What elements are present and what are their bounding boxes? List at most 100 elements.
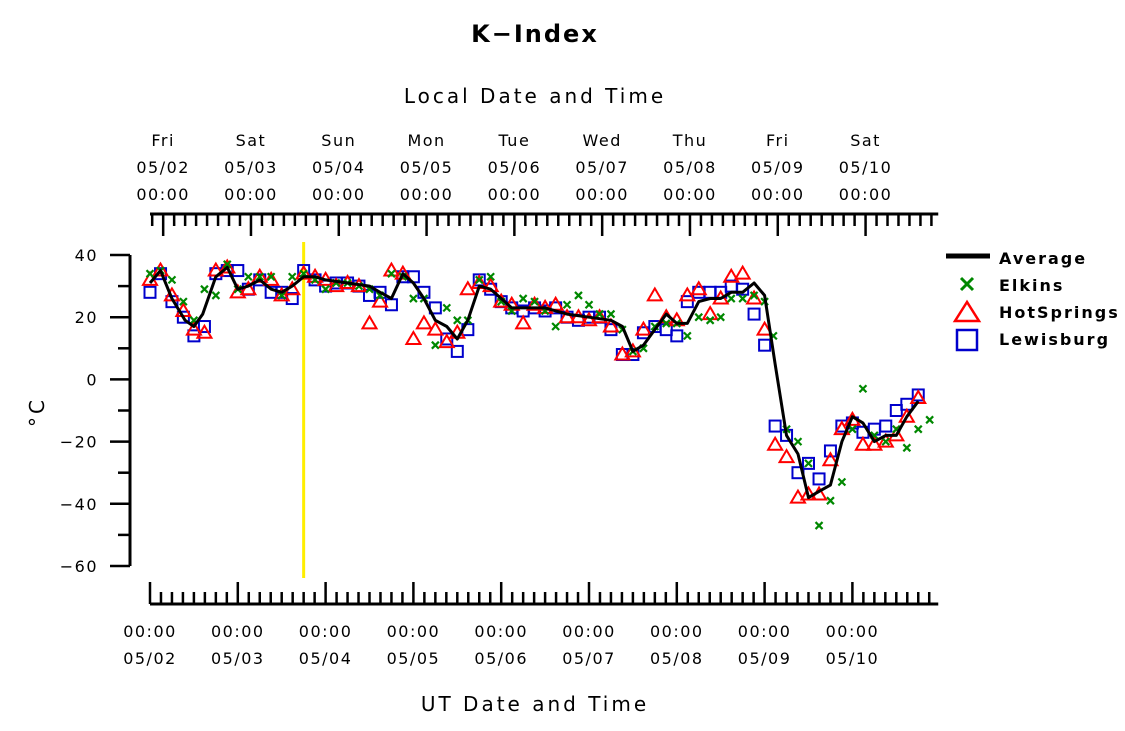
hotsprings-point xyxy=(799,485,818,501)
elkins-point-stroke xyxy=(705,316,715,325)
y-tick-label: 20 xyxy=(75,308,98,327)
top-tick-date-label: 05/09 xyxy=(751,158,805,177)
elkins-point xyxy=(925,415,934,425)
elkins-point xyxy=(551,322,560,331)
elkins-point xyxy=(716,312,725,322)
elkins-point xyxy=(562,300,572,310)
top-axis-title: Local Date and Time xyxy=(404,84,666,108)
elkins-point-stroke xyxy=(562,300,572,310)
top-tick-day-label: Wed xyxy=(582,131,621,150)
legend-label: Lewisburg xyxy=(999,330,1110,349)
legend-item-hotsprings: HotSprings xyxy=(952,299,1120,323)
elkins-point-stroke xyxy=(814,521,824,530)
elkins-point xyxy=(486,272,495,282)
legend-swatch-triangle xyxy=(952,299,982,323)
bottom-tick-time-label: 00:00 xyxy=(826,622,880,641)
elkins-point xyxy=(179,297,188,306)
top-tick-date-label: 05/02 xyxy=(136,158,190,177)
hotsprings-point xyxy=(789,488,807,504)
bottom-tick-date-label: 05/07 xyxy=(562,649,616,668)
hotsprings-point xyxy=(898,407,916,423)
elkins-point-stroke xyxy=(486,272,495,282)
elkins-point xyxy=(705,316,715,325)
bottom-tick-date-label: 05/03 xyxy=(211,649,265,668)
elkins-point-stroke xyxy=(474,275,484,285)
elkins-point xyxy=(409,294,418,303)
bottom-tick-date-label: 05/05 xyxy=(387,649,441,668)
hotsprings-point xyxy=(613,345,632,361)
top-tick-time-label: 00:00 xyxy=(224,185,278,204)
elkins-point-stroke xyxy=(200,284,209,294)
top-tick-day-label: Fri xyxy=(766,131,790,150)
elkins-point xyxy=(858,384,868,394)
elkins-point-stroke xyxy=(287,272,297,282)
top-tick-day-label: Thu xyxy=(672,131,708,150)
y-tick-label: −60 xyxy=(60,557,98,576)
elkins-point-stroke xyxy=(639,344,648,353)
hotsprings-point xyxy=(833,420,851,436)
elkins-point xyxy=(606,309,616,319)
elkins-point-stroke xyxy=(518,294,528,303)
elkins-point xyxy=(804,459,813,468)
elkins-point-stroke xyxy=(453,316,462,325)
elkins-point-stroke xyxy=(804,459,813,468)
bottom-tick-date-label: 05/04 xyxy=(299,649,353,668)
top-tick-time-label: 00:00 xyxy=(663,185,717,204)
bottom-tick-time-label: 00:00 xyxy=(299,622,353,641)
top-tick-day-label: Sat xyxy=(850,131,881,150)
hotsprings-point xyxy=(262,270,280,286)
elkins-point-stroke xyxy=(179,297,188,306)
elkins-point-stroke xyxy=(222,260,232,269)
legend-item-elkins: Elkins xyxy=(959,276,1062,295)
top-axis: Fri 05/02 00:00 Sat 05/03 00:00 Sun 05/04 00:00 M… xyxy=(136,131,939,236)
elkins-point-stroke xyxy=(244,272,253,282)
elkins-point-stroke xyxy=(584,300,594,310)
elkins-point-stroke xyxy=(881,437,891,446)
elkins-point xyxy=(321,284,330,294)
hotsprings-point xyxy=(438,333,456,349)
lewisburg-point xyxy=(143,285,157,299)
top-tick-date-label: 05/10 xyxy=(839,158,893,177)
top-tick-date-label: 05/03 xyxy=(224,158,278,177)
top-tick-time-label: 00:00 xyxy=(400,185,454,204)
elkins-point-stroke xyxy=(858,384,868,394)
lewisburg-point xyxy=(703,285,717,299)
elkins-point xyxy=(584,300,594,310)
elkins-point xyxy=(453,316,462,325)
hotsprings-point xyxy=(854,435,872,451)
bottom-tick-date-label: 05/02 xyxy=(123,649,177,668)
elkins-point-stroke xyxy=(189,316,199,325)
elkins-point xyxy=(726,294,736,303)
elkins-point-stroke xyxy=(595,309,604,319)
lewisburg-point xyxy=(879,419,893,433)
elkins-point xyxy=(244,272,253,282)
elkins-point xyxy=(287,272,297,282)
elkins-point xyxy=(145,269,155,278)
top-tick-time-label: 00:00 xyxy=(136,185,190,204)
hotsprings-point xyxy=(382,261,401,277)
elkins-point xyxy=(167,275,177,285)
lewisburg-point xyxy=(176,310,190,324)
elkins-point xyxy=(266,272,276,282)
y-axis: 40 20 0 −20 −40 −60 xyxy=(60,246,132,576)
hotsprings-point xyxy=(755,320,774,336)
hotsprings-point xyxy=(558,308,576,324)
elkins-point-stroke xyxy=(255,272,265,282)
elkins-point xyxy=(474,275,484,285)
bottom-tick-time-label: 00:00 xyxy=(123,622,177,641)
y-tick-label: 0 xyxy=(86,370,98,389)
elkins-point xyxy=(574,291,583,300)
elkins-point-stroke xyxy=(321,284,330,294)
lewisburg-point xyxy=(747,307,761,321)
elkins-point xyxy=(694,312,704,322)
elkins-point-stroke xyxy=(551,322,560,331)
legend: Average Elkins HotSprings Lewisburg xyxy=(946,249,1120,352)
hotsprings-point xyxy=(821,451,840,467)
bottom-tick-time-label: 00:00 xyxy=(650,622,704,641)
hotsprings-point xyxy=(634,320,653,336)
bottom-tick-time-label: 00:00 xyxy=(387,622,441,641)
legend-label: HotSprings xyxy=(999,303,1120,322)
hotsprings-point xyxy=(415,314,433,330)
top-tick-time-label: 00:00 xyxy=(751,185,805,204)
